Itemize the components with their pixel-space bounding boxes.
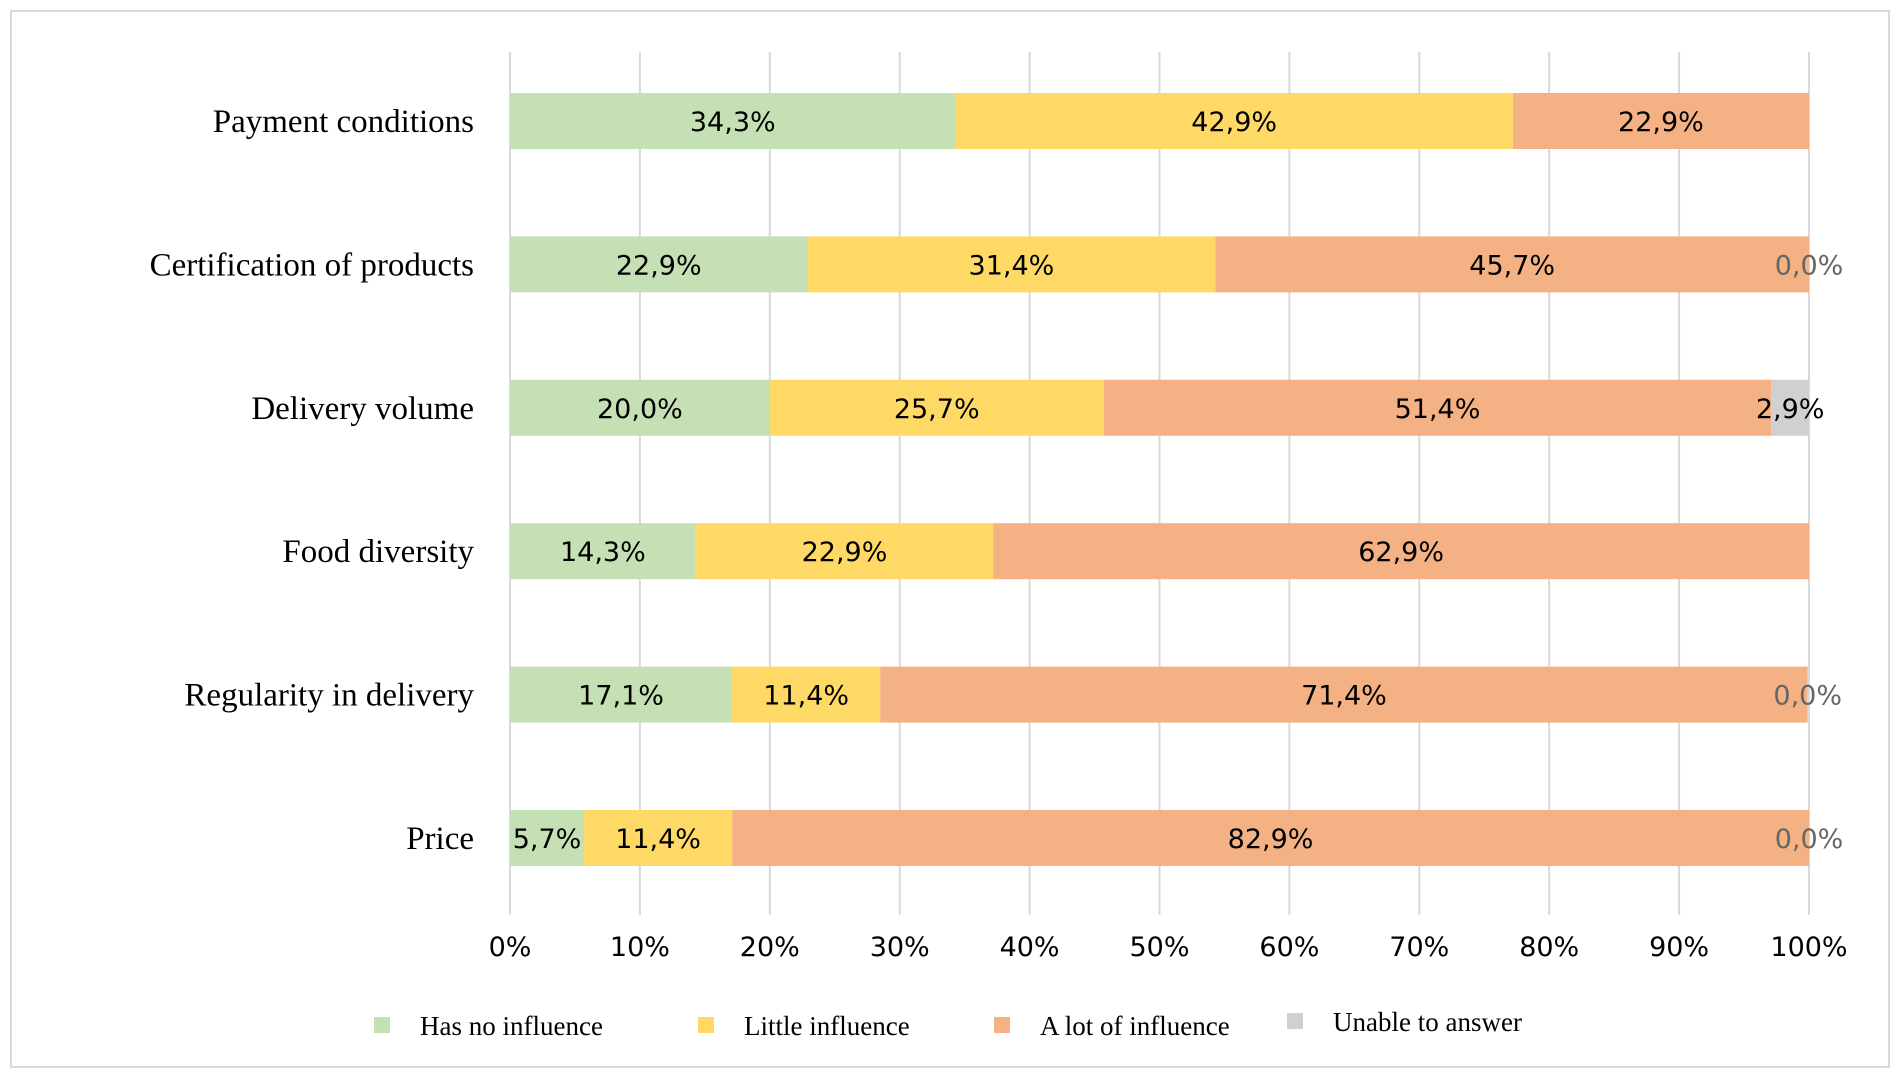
data-label: 22,9% — [1618, 107, 1704, 138]
data-label: 71,4% — [1301, 681, 1387, 712]
data-label: 62,9% — [1358, 537, 1444, 568]
bar-segment — [510, 379, 770, 436]
category-label: Price — [406, 821, 474, 857]
bar-segment — [584, 810, 733, 866]
bar-segment — [1103, 379, 1772, 436]
bar-segment — [1771, 379, 1809, 436]
bar-segment — [807, 236, 1216, 293]
data-label: 0,0% — [1775, 824, 1844, 855]
bar-segment — [880, 666, 1808, 723]
bar-segment — [510, 810, 585, 866]
data-label: 22,9% — [616, 250, 702, 281]
data-label: 0,0% — [1775, 250, 1844, 281]
legend-swatch — [1287, 1013, 1303, 1029]
bar-segment — [510, 93, 956, 149]
x-tick-label: 80% — [1519, 932, 1579, 963]
x-tick-label: 30% — [870, 932, 930, 963]
chart-frame: 0% 10% 20% 30% 40% 50% 60% 70% 80% 90% 100% Payment… — [10, 10, 1890, 1068]
data-label: 42,9% — [1191, 107, 1277, 138]
data-label: 5,7% — [513, 824, 582, 855]
x-tick-label: 90% — [1649, 932, 1709, 963]
x-tick-label: 40% — [1000, 932, 1060, 963]
x-tick-label: 20% — [740, 932, 800, 963]
stacked-bar-chart: 0% 10% 20% 30% 40% 50% 60% 70% 80% 90% 100% Payment… — [150, 52, 1848, 1041]
x-tick-label: 70% — [1389, 932, 1449, 963]
legend-swatch — [698, 1017, 714, 1033]
legend-label: Unable to answer — [1333, 1007, 1522, 1037]
x-tick-label: 50% — [1129, 932, 1189, 963]
data-label: 22,9% — [802, 537, 888, 568]
category-label: Delivery volume — [251, 391, 474, 427]
x-tick-label: 10% — [610, 932, 670, 963]
bar-segment — [510, 523, 696, 580]
x-tick-label: 100% — [1770, 932, 1847, 963]
bar-segment — [732, 810, 1809, 866]
bar-segment — [1215, 236, 1809, 293]
data-label: 51,4% — [1395, 394, 1481, 425]
data-label: 14,3% — [560, 537, 646, 568]
legend-swatch — [374, 1017, 390, 1033]
data-label: 25,7% — [894, 394, 980, 425]
legend-label: A lot of influence — [1040, 1011, 1230, 1041]
legend-swatch — [994, 1017, 1010, 1033]
bar-segment — [993, 523, 1809, 580]
data-label: 11,4% — [615, 824, 701, 855]
bar-segment — [510, 236, 808, 293]
bar-segment — [510, 666, 733, 723]
data-label: 82,9% — [1228, 824, 1314, 855]
x-tick-label: 0% — [489, 932, 532, 963]
data-label: 2,9% — [1756, 394, 1825, 425]
category-label: Certification of products — [150, 247, 474, 283]
bar-segment — [955, 93, 1513, 149]
x-tick-label: 60% — [1259, 932, 1319, 963]
category-label: Regularity in delivery — [184, 678, 474, 714]
data-label: 20,0% — [597, 394, 683, 425]
data-label: 34,3% — [690, 107, 776, 138]
data-label: 11,4% — [763, 681, 849, 712]
category-label: Payment conditions — [213, 104, 474, 140]
legend-label: Little influence — [744, 1011, 910, 1041]
legend-label: Has no influence — [420, 1011, 603, 1041]
bar-segment — [732, 666, 881, 723]
category-label: Food diversity — [282, 534, 474, 570]
bar-segment — [769, 379, 1104, 436]
data-label: 17,1% — [578, 681, 664, 712]
bar-segment — [695, 523, 994, 580]
data-label: 45,7% — [1469, 250, 1555, 281]
data-label: 0,0% — [1773, 681, 1842, 712]
bar-segment — [1512, 93, 1809, 149]
data-label: 31,4% — [969, 250, 1055, 281]
